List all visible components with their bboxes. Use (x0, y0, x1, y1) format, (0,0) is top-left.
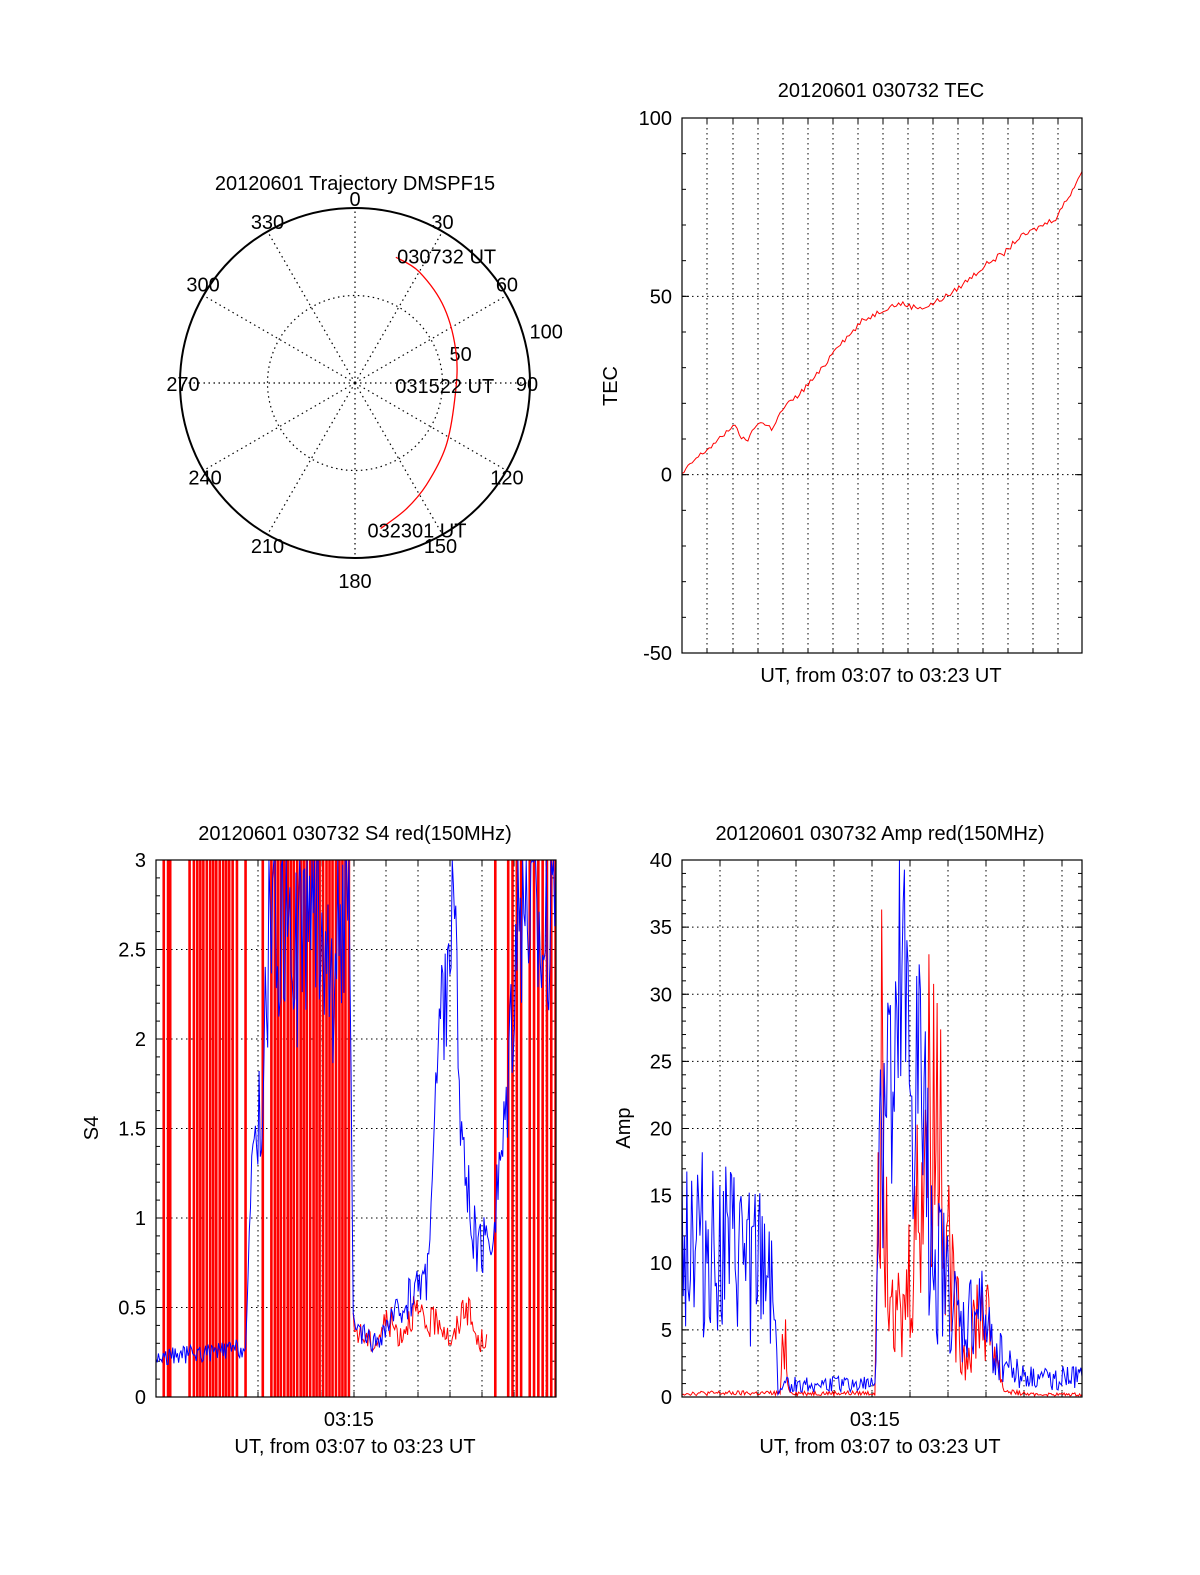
polar-angle-label: 210 (251, 536, 284, 558)
y-tick-label: 2 (135, 1029, 146, 1051)
series-line-red (682, 909, 1082, 1397)
amp-xlabel: UT, from 03:07 to 03:23 UT (759, 1436, 1000, 1458)
polar-annotations: 030732 UT 031522 UT 032301 UT (368, 246, 497, 542)
tec-title: 20120601 030732 TEC (778, 80, 984, 102)
polar-angle-label: 180 (338, 571, 371, 593)
amp-title: 20120601 030732 Amp red(150MHz) (715, 823, 1044, 845)
y-tick-label: 40 (650, 850, 672, 872)
polar-angle-label: 90 (516, 374, 538, 396)
polar-trajectory-line (380, 256, 458, 530)
plot-frame (681, 117, 1083, 654)
tec-ylabel: TEC (600, 366, 622, 406)
series-line-red (682, 171, 1082, 474)
polar-spoke-30 (354, 231, 444, 384)
polar-angle-label: 150 (424, 536, 457, 558)
polar-angle-label: 120 (490, 468, 523, 490)
polar-spoke-120 (354, 382, 507, 472)
plot-frame (155, 859, 557, 1398)
y-tick-label: 0 (661, 465, 672, 487)
polar-radial-label: 50 (449, 344, 471, 366)
amp-panel: 20120601 030732 Amp red(150MHz) UT, from… (613, 823, 1083, 1458)
polar-spoke-330 (266, 231, 356, 384)
polar-angle-label: 30 (431, 212, 453, 234)
polar-angle-labels: 0 30 60 90 120 150 180 210 240 270 300 330 (166, 189, 538, 593)
trajectory-polar-plot: 20120601 Trajectory DMSPF15 0 30 60 90 120 15… (166, 173, 563, 593)
y-tick-label: 0 (661, 1387, 672, 1409)
polar-annotation: 032301 UT (368, 521, 467, 543)
polar-annotation: 031522 UT (395, 376, 494, 398)
plot-frame (681, 859, 1083, 1398)
polar-spoke-210 (266, 382, 356, 535)
polar-grid (179, 207, 531, 559)
y-tick-label: 100 (639, 108, 672, 130)
y-tick-label: 30 (650, 984, 672, 1006)
polar-spoke-240 (203, 382, 356, 472)
y-tick-label: 3 (135, 850, 146, 872)
tec-xlabel: UT, from 03:07 to 03:23 UT (760, 665, 1001, 687)
polar-inner-ring (266, 294, 444, 472)
x-tick-label: 03:15 (850, 1409, 900, 1431)
series-line-blue (156, 860, 556, 1365)
series-line-blue (682, 860, 1082, 1397)
polar-angle-label: 270 (166, 374, 199, 396)
amp-ylabel: Amp (613, 1107, 635, 1148)
series-layer (156, 860, 556, 1397)
s4-title: 20120601 030732 S4 red(150MHz) (198, 823, 512, 845)
polar-angle-label: 60 (496, 275, 518, 297)
y-tick-label: 1.5 (118, 1119, 146, 1141)
s4-ylabel: S4 (81, 1116, 103, 1140)
s4-xlabel: UT, from 03:07 to 03:23 UT (234, 1436, 475, 1458)
polar-radial-labels: 50 100 (449, 322, 562, 366)
series-layer (682, 860, 1082, 1397)
y-tick-label: 20 (650, 1119, 672, 1141)
y-tick-label: 25 (650, 1051, 672, 1073)
y-tick-label: 10 (650, 1253, 672, 1275)
polar-spoke-60 (354, 294, 507, 384)
y-tick-label: 50 (650, 286, 672, 308)
y-tick-label: 5 (661, 1320, 672, 1342)
series-layer (682, 171, 1082, 474)
y-tick-label: 1 (135, 1208, 146, 1230)
polar-angle-label: 240 (188, 468, 221, 490)
polar-annotation: 030732 UT (397, 246, 496, 268)
y-tick-label: 2.5 (118, 940, 146, 962)
x-tick-label: 03:15 (324, 1409, 374, 1431)
polar-angle-label: 0 (349, 189, 360, 211)
polar-title: 20120601 Trajectory DMSPF15 (215, 173, 495, 195)
polar-trajectory (380, 256, 458, 530)
s4-panel: 20120601 030732 S4 red(150MHz) UT, from … (81, 823, 557, 1458)
y-tick-label: 0 (135, 1387, 146, 1409)
polar-radial-label: 100 (529, 322, 562, 344)
y-tick-label: 0.5 (118, 1298, 146, 1320)
polar-angle-label: 300 (186, 275, 219, 297)
tec-panel: 20120601 030732 TEC UT, from 03:07 to 03… (600, 80, 1083, 687)
polar-angle-label: 330 (251, 212, 284, 234)
y-tick-label: 35 (650, 917, 672, 939)
y-tick-label: -50 (643, 643, 672, 665)
y-tick-label: 15 (650, 1186, 672, 1208)
polar-outer-ring (179, 207, 531, 559)
polar-spoke-300 (203, 294, 356, 384)
polar-spoke-150 (354, 382, 444, 535)
